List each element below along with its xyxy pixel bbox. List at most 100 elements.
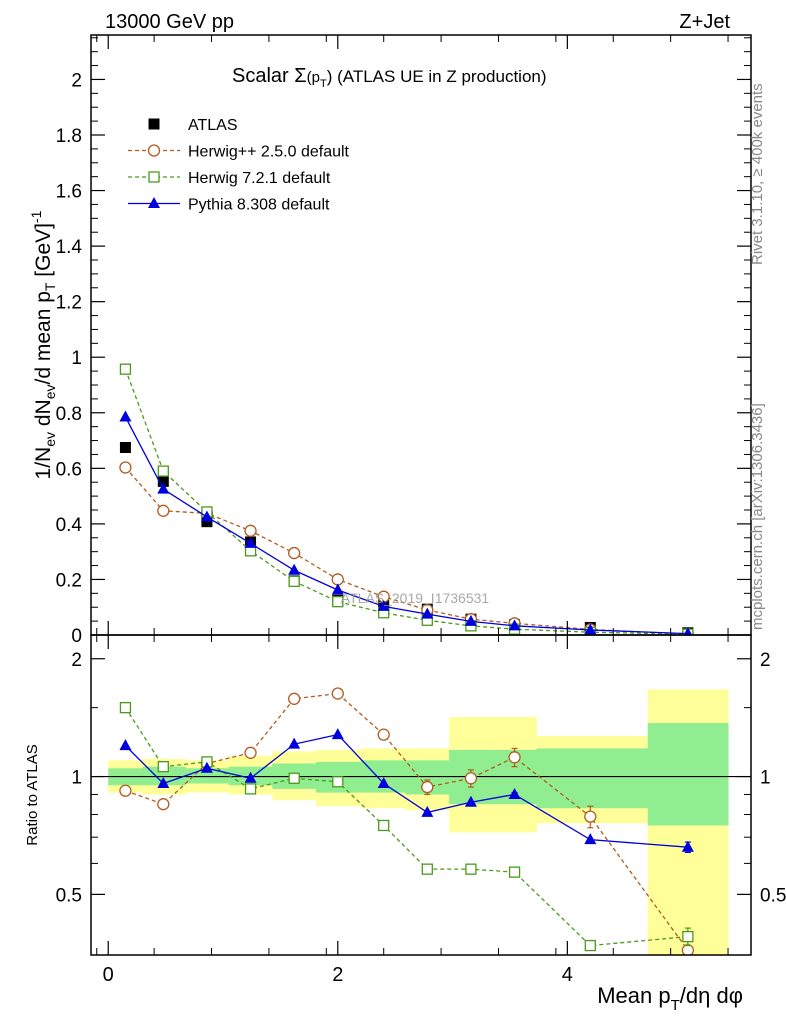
ratio-plot-content xyxy=(91,687,751,955)
ratio-series-2 xyxy=(119,728,694,854)
ratio-ytick-label-right-0: 0.5 xyxy=(760,885,786,906)
ratio-xtick-label-0: 0 xyxy=(103,964,114,986)
main-point-3-11 xyxy=(683,627,693,635)
ratio-ytick-label-left-0: 0.5 xyxy=(56,885,82,906)
main-plot-content xyxy=(119,363,695,635)
main-ytick-label-3: 0.6 xyxy=(56,459,82,480)
main-point-3-10 xyxy=(584,623,597,635)
legend-marker-1 xyxy=(147,144,161,157)
ratio-point-2-0 xyxy=(119,739,132,751)
main-point-3-8 xyxy=(464,614,477,626)
ratio-point-0-7 xyxy=(421,780,434,794)
ratio-xtick-label-2: 4 xyxy=(562,964,573,986)
main-series-line-1 xyxy=(124,467,688,635)
main-ytick-label-2: 0.4 xyxy=(56,515,83,536)
ylabel-d-sup: -1 xyxy=(28,210,44,223)
legend-marker-3 xyxy=(148,197,160,208)
main-point-3-9 xyxy=(508,619,521,631)
ratio-point-0-5 xyxy=(331,687,344,700)
main-point-0-0 xyxy=(119,442,131,453)
main-point-3-3 xyxy=(244,536,257,548)
ratio-point-1-4 xyxy=(288,772,300,784)
ratio-point-2-9 xyxy=(508,787,521,799)
main-point-2-0 xyxy=(119,363,132,375)
inner-band-11 xyxy=(647,723,729,826)
ratio-point-0-6 xyxy=(377,728,390,741)
ratio-point-0-0 xyxy=(119,784,132,797)
main-ytick-label-1: 0.2 xyxy=(56,570,82,591)
legend-label-0: ATLAS xyxy=(188,117,238,134)
main-point-1-4 xyxy=(288,546,301,560)
ylabel-c-sub: T xyxy=(42,282,58,291)
ratio-point-1-8 xyxy=(465,863,477,875)
ratio-point-2-2 xyxy=(200,761,213,773)
ratio-point-0-4 xyxy=(288,692,301,705)
ratio-point-2-10 xyxy=(584,833,597,845)
ratio-point-1-7 xyxy=(421,863,433,875)
ratio-point-1-5 xyxy=(332,776,344,788)
main-point-3-4 xyxy=(288,563,301,575)
main-point-2-4 xyxy=(288,575,300,588)
main-point-3-5 xyxy=(331,583,344,595)
ratio-point-1-6 xyxy=(378,819,390,832)
main-point-1-3 xyxy=(244,524,257,537)
main-y-axis-label: 1/Nev dNev/d mean pT [GeV]-1 xyxy=(28,210,58,479)
ylabel-a-sub: ev xyxy=(42,432,58,447)
main-panel: 0 0.2 0.4 0.6 0.8 1 1.2 1.4 1.6 1.8 2 xyxy=(56,34,752,647)
main-series-1 xyxy=(119,461,695,635)
chart-title: Scalar Σ(pT) (ATLAS UE in Z production) xyxy=(232,65,547,90)
main-point-3-2 xyxy=(200,510,213,522)
legend-marker-0 xyxy=(148,118,160,130)
main-point-1-0 xyxy=(119,461,132,474)
ratio-panel: 0.5 0.5 1 1 2 2 0 2 4 xyxy=(56,634,786,986)
main-series-line-3 xyxy=(124,416,688,635)
ratio-point-2-1 xyxy=(157,777,170,789)
ylabel-a: 1/N xyxy=(32,447,55,480)
chart-title-sub: T xyxy=(320,78,327,90)
main-point-1-5 xyxy=(331,573,344,586)
ylabel-b-sub: ev xyxy=(42,384,58,399)
main-ytick-label-7: 1.4 xyxy=(56,237,83,258)
mcplots-label: mcplots.cern.ch [arXiv:1306.3436] xyxy=(749,403,766,630)
main-series-3 xyxy=(119,410,693,635)
ratio-point-0-11 xyxy=(681,944,695,955)
main-point-3-7 xyxy=(421,607,434,619)
ratio-axes: 0.5 0.5 1 1 2 2 0 2 4 xyxy=(56,635,786,986)
ratio-frame xyxy=(90,634,752,956)
main-point-2-5 xyxy=(332,596,344,608)
main-ytick-label-4: 0.8 xyxy=(56,404,82,425)
main-axes: 0 0.2 0.4 0.6 0.8 1 1.2 1.4 1.6 1.8 2 xyxy=(56,35,751,647)
main-ytick-label-6: 1.2 xyxy=(56,293,82,314)
xlabel-a-sub: T xyxy=(671,997,680,1014)
ratio-series-line-2 xyxy=(124,733,688,848)
main-point-3-6 xyxy=(377,599,390,611)
inner-band-10 xyxy=(536,748,649,809)
main-point-3-0 xyxy=(119,410,132,422)
energy-label: 13000 GeV pp xyxy=(105,11,234,33)
ratio-point-2-3 xyxy=(244,771,257,783)
ylabel-c: /d mean p xyxy=(32,291,55,384)
ratio-series-line-0 xyxy=(125,692,689,951)
main-point-1-1 xyxy=(157,504,170,517)
ratio-point-0-3 xyxy=(244,746,257,759)
ratio-point-2-6 xyxy=(377,777,390,789)
process-label: Z+Jet xyxy=(679,11,730,33)
main-point-0-1 xyxy=(157,475,169,487)
main-point-2-1 xyxy=(157,465,169,477)
ratio-point-2-11 xyxy=(681,840,694,852)
main-point-0-2 xyxy=(201,516,213,528)
rivet-label: Rivet 3.1.10, ≥ 400k events xyxy=(749,83,766,265)
ratio-point-2-4 xyxy=(288,737,301,749)
ratio-point-1-3 xyxy=(244,783,257,795)
main-ytick-label-10: 2 xyxy=(71,70,82,91)
watermark: ATLAS_2019_I1736531 xyxy=(341,590,490,606)
ratio-point-0-1 xyxy=(157,798,170,811)
chart-title-paren: (p xyxy=(307,69,320,86)
legend-label-1: Herwig++ 2.5.0 default xyxy=(188,144,350,161)
ratio-point-0-8 xyxy=(464,772,478,785)
ylabel-b: dN xyxy=(32,399,55,432)
ratio-point-1-0 xyxy=(119,702,132,714)
ratio-point-1-9 xyxy=(508,866,521,878)
ratio-point-0-9 xyxy=(508,751,521,764)
